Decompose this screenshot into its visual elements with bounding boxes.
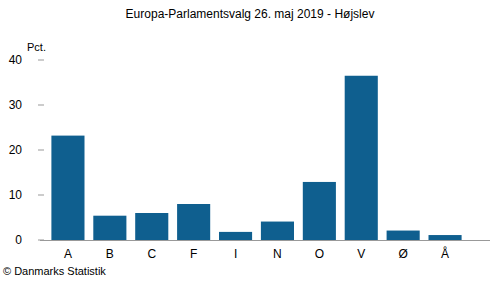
y-tick-label: 0 bbox=[15, 233, 22, 247]
bar bbox=[135, 213, 168, 240]
y-axis-label: Pct. bbox=[27, 41, 46, 53]
bars bbox=[51, 76, 461, 240]
y-tick bbox=[38, 195, 44, 196]
x-tick-label: Å bbox=[441, 246, 449, 261]
bar bbox=[93, 216, 126, 240]
x-tick-label: F bbox=[190, 247, 197, 261]
chart-svg: Europa-Parlamentsvalg 26. maj 2019 - Høj… bbox=[0, 0, 500, 282]
y-tick bbox=[38, 60, 44, 61]
x-tick-label: V bbox=[357, 247, 365, 261]
title: Europa-Parlamentsvalg 26. maj 2019 - Høj… bbox=[126, 7, 375, 21]
bar bbox=[387, 231, 420, 240]
x-tick-label: O bbox=[315, 247, 324, 261]
bar bbox=[428, 235, 461, 240]
footer: © Danmarks Statistik bbox=[3, 265, 106, 277]
bar bbox=[51, 136, 84, 240]
x-tick-label: Ø bbox=[398, 247, 407, 261]
x-tick-label: A bbox=[64, 247, 72, 261]
y-tick bbox=[38, 150, 44, 151]
bar bbox=[303, 182, 336, 240]
y-tick-label: 40 bbox=[9, 53, 23, 67]
x-tick-label: B bbox=[106, 247, 114, 261]
y-tick-label: 20 bbox=[9, 143, 23, 157]
bar bbox=[345, 76, 378, 240]
y-tick-label: 30 bbox=[9, 98, 23, 112]
y-tick-label: 10 bbox=[9, 188, 23, 202]
bar bbox=[177, 204, 210, 240]
bar bbox=[219, 232, 252, 240]
y-tick bbox=[38, 105, 44, 106]
x-tick-label: N bbox=[273, 247, 282, 261]
x-axis bbox=[40, 240, 490, 241]
x-tick-label: C bbox=[147, 247, 156, 261]
bar bbox=[261, 222, 294, 240]
x-tick-label: I bbox=[234, 247, 237, 261]
